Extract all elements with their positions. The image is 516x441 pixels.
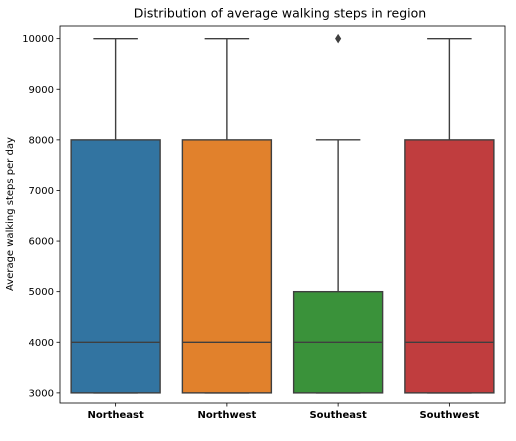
y-tick-label: 10000: [22, 34, 54, 45]
y-axis-title: Average walking steps per day: [5, 137, 16, 291]
box-southwest: [404, 139, 495, 394]
y-tick-label: 8000: [29, 135, 54, 146]
x-category-label-northwest: Northwest: [197, 410, 256, 421]
x-category-label-southeast: Southeast: [309, 410, 367, 421]
y-tick-label: 4000: [29, 338, 54, 349]
plot-area: 3000 4000 5000 6000 7000 8000 9000 10000 Northea…: [22, 25, 506, 421]
box-northeast: [70, 139, 161, 394]
box-northwest: [181, 139, 273, 394]
y-tick-label: 9000: [29, 85, 54, 96]
y-tick-label: 7000: [29, 186, 54, 197]
y-tick-label: 5000: [29, 287, 54, 298]
chart-title: Distribution of average walking steps in…: [134, 6, 426, 21]
y-tick-label: 6000: [29, 237, 54, 248]
plot-frame: [59, 25, 506, 404]
x-category-label-northeast: Northeast: [87, 410, 144, 421]
x-category-label-southwest: Southwest: [419, 410, 479, 421]
outlier-point-southeast: [335, 33, 342, 44]
y-tick-label: 3000: [29, 388, 54, 399]
